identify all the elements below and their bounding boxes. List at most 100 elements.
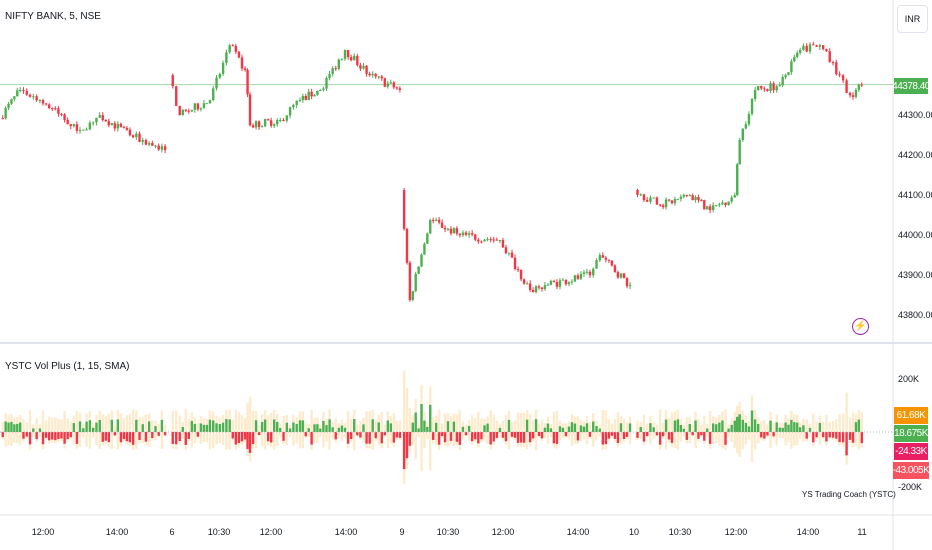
volume-bar-shadow <box>104 416 107 432</box>
volume-bar-shadow <box>307 432 310 438</box>
candle-body <box>579 273 583 279</box>
volume-bar-down <box>359 432 362 438</box>
volume-bar-up <box>328 419 331 432</box>
volume-bar-down <box>257 432 261 436</box>
volume-bar-down <box>700 432 703 436</box>
indicator-title[interactable]: YSTC Vol Plus (1, 15, SMA) <box>5 361 130 372</box>
volume-bar-shadow <box>733 432 736 448</box>
candle-body <box>753 90 757 100</box>
volume-bar-shadow <box>57 418 60 432</box>
candle-body <box>802 45 805 50</box>
candle-body <box>828 51 831 63</box>
candle-body <box>18 90 22 91</box>
volume-bar-shadow <box>798 422 802 432</box>
volume-bar-down <box>860 432 863 444</box>
candle-body <box>72 124 76 127</box>
volume-bar-down <box>104 432 107 441</box>
volume-bar-shadow <box>63 411 66 432</box>
volume-bar-shadow <box>82 423 85 432</box>
volume-bar-shadow <box>570 432 574 446</box>
volume-bar-shadow <box>246 402 249 432</box>
volume-bar-shadow <box>464 424 468 432</box>
candle-body <box>181 109 184 116</box>
volume-bar-shadow <box>434 432 438 445</box>
currency-button[interactable]: INR <box>897 5 928 33</box>
price-tick: 43800.00 <box>898 310 932 320</box>
volume-bar-shadow <box>718 432 721 446</box>
candle-body <box>193 103 197 110</box>
volume-bar-up <box>718 422 721 432</box>
volume-bar-up <box>730 424 733 432</box>
volume-bar-shadow <box>215 432 218 445</box>
volume-bar-up <box>750 410 754 432</box>
volume-bar-shadow <box>619 432 623 445</box>
volume-bar-down <box>815 432 818 438</box>
candle-body <box>95 117 98 123</box>
candle-body <box>474 234 477 240</box>
volume-bar-down <box>522 432 526 443</box>
candle-body <box>414 273 417 292</box>
volume-bar-up <box>775 422 778 432</box>
candle-body <box>582 272 586 274</box>
volume-bar-down <box>408 432 412 446</box>
candle-body <box>537 286 541 288</box>
volume-bar-up <box>116 419 120 432</box>
time-tick: 10 <box>628 527 639 537</box>
volume-bar-up <box>160 419 164 432</box>
volume-bar-down <box>622 432 626 440</box>
candle-body <box>141 140 144 142</box>
volume-bar-shadow <box>721 432 724 449</box>
volume-bar-shadow <box>531 419 535 432</box>
candle-body <box>790 61 793 73</box>
candle-body <box>685 194 688 196</box>
candle-body <box>54 108 57 110</box>
lightning-icon[interactable]: ⚡ <box>852 318 869 335</box>
volume-bar-shadow <box>636 420 639 432</box>
volume-bar-shadow <box>483 432 486 442</box>
volume-bar-down <box>25 432 28 437</box>
volume-bar-shadow <box>44 420 48 432</box>
volume-bar-up <box>202 424 206 432</box>
candle-body <box>688 195 691 197</box>
volume-bar-up <box>292 422 295 432</box>
volume-bar-shadow <box>340 432 344 442</box>
volume-bar-down <box>234 432 238 445</box>
volume-bar-up <box>190 420 194 432</box>
volume-bar-shadow <box>405 388 409 432</box>
volume-bar-shadow <box>857 432 861 450</box>
volume-bar-shadow <box>337 432 341 438</box>
candle-body <box>119 123 123 127</box>
candle-body <box>501 240 505 248</box>
volume-bar-down <box>658 432 662 445</box>
volume-bar-up <box>619 423 623 432</box>
volume-bar-up <box>313 424 316 432</box>
volume-bar-shadow <box>240 415 244 432</box>
candle-body <box>420 254 423 267</box>
volume-bar-down <box>685 432 688 440</box>
candle-body <box>700 200 703 202</box>
candle-body <box>610 260 614 266</box>
volume-bar-up <box>854 422 858 432</box>
volume-bar-shadow <box>613 418 617 432</box>
volume-bar-up <box>857 419 861 432</box>
candle-body <box>705 206 709 210</box>
volume-bar-down <box>66 432 69 440</box>
volume-bar-shadow <box>760 421 763 432</box>
candle-body <box>628 285 632 287</box>
volume-bar-shadow <box>392 413 396 432</box>
volume-bar-up <box>91 427 95 432</box>
candle-body <box>66 119 69 125</box>
volume-bar-down <box>75 432 79 444</box>
candle-body <box>426 233 429 244</box>
volume-bar-shadow <box>356 424 359 432</box>
candle-body <box>131 135 135 138</box>
candle-body <box>353 55 356 61</box>
volume-bar-up <box>340 425 344 432</box>
volume-bar-shadow <box>642 414 646 432</box>
volume-bar-shadow <box>51 417 54 432</box>
volume-bar-up <box>778 427 781 432</box>
volume-bar-down <box>528 432 532 443</box>
candle-body <box>22 90 25 91</box>
volume-bar-shadow <box>32 432 35 438</box>
